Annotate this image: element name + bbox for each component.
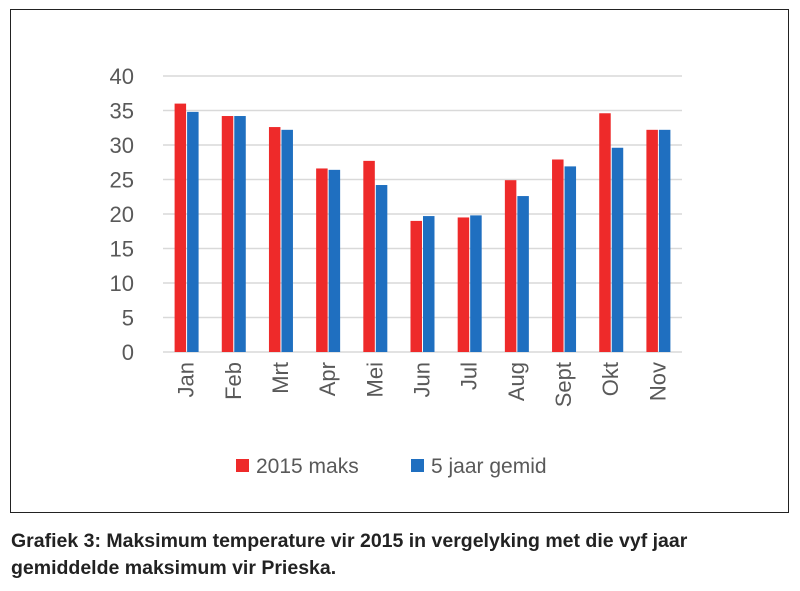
legend-label: 2015 maks (256, 455, 359, 478)
bar-series-2 (234, 116, 246, 353)
bar-series-1 (646, 129, 658, 352)
bar-series-2 (564, 166, 577, 352)
bar-series-1 (504, 180, 517, 352)
x-tick-label: Jun (410, 362, 435, 397)
y-tick-label: 30 (110, 133, 134, 158)
y-tick-label: 35 (110, 99, 134, 124)
bar-series-1 (457, 217, 470, 352)
bar-series-2 (375, 185, 388, 352)
x-tick-label: Sept (551, 362, 576, 407)
bar-series-2 (281, 129, 293, 352)
bar-series-1 (552, 159, 564, 352)
bar-series-1 (410, 220, 422, 352)
x-tick-label: Mrt (268, 362, 293, 394)
bar-series-2 (658, 129, 671, 352)
x-tick-label: Feb (221, 362, 246, 400)
legend-swatch (236, 459, 249, 472)
y-tick-label: 5 (122, 306, 134, 331)
legend-label: 5 jaar gemid (431, 455, 547, 478)
temperature-bar-chart: 0 5 10 15 20 25 30 35 40 Jan Feb Mrt Apr Mei Jun Jul Aug… (110, 64, 682, 478)
bar-series-2 (517, 196, 529, 352)
y-tick-label: 40 (110, 64, 134, 89)
figure-caption: Grafiek 3: Maksimum temperature vir 2015… (11, 530, 688, 579)
x-tick-label: Jul (457, 362, 482, 390)
y-tick-label: 20 (110, 202, 134, 227)
bar-series-1 (363, 160, 375, 352)
bar-series-1 (599, 113, 611, 352)
bar-series-2 (187, 111, 199, 352)
x-tick-label: Apr (315, 362, 340, 396)
bar-series-2 (328, 169, 341, 352)
x-tick-label: Jan (174, 362, 199, 397)
bar-series-1 (221, 116, 234, 353)
x-tick-label: Aug (504, 362, 529, 401)
bar-series-1 (174, 103, 187, 352)
y-tick-label: 10 (110, 271, 134, 296)
x-tick-label: Mei (362, 362, 387, 397)
x-tick-label: Nov (645, 362, 670, 401)
bar-series-2 (470, 215, 482, 352)
bar-series-2 (611, 147, 624, 352)
y-tick-label: 15 (110, 237, 134, 262)
y-tick-label: 0 (122, 340, 134, 365)
bar-series-2 (423, 216, 435, 352)
x-tick-label: Okt (598, 362, 623, 396)
y-tick-label: 25 (110, 168, 134, 193)
bar-series-1 (268, 127, 281, 352)
legend-swatch (411, 459, 424, 472)
bar-series-1 (316, 168, 328, 352)
